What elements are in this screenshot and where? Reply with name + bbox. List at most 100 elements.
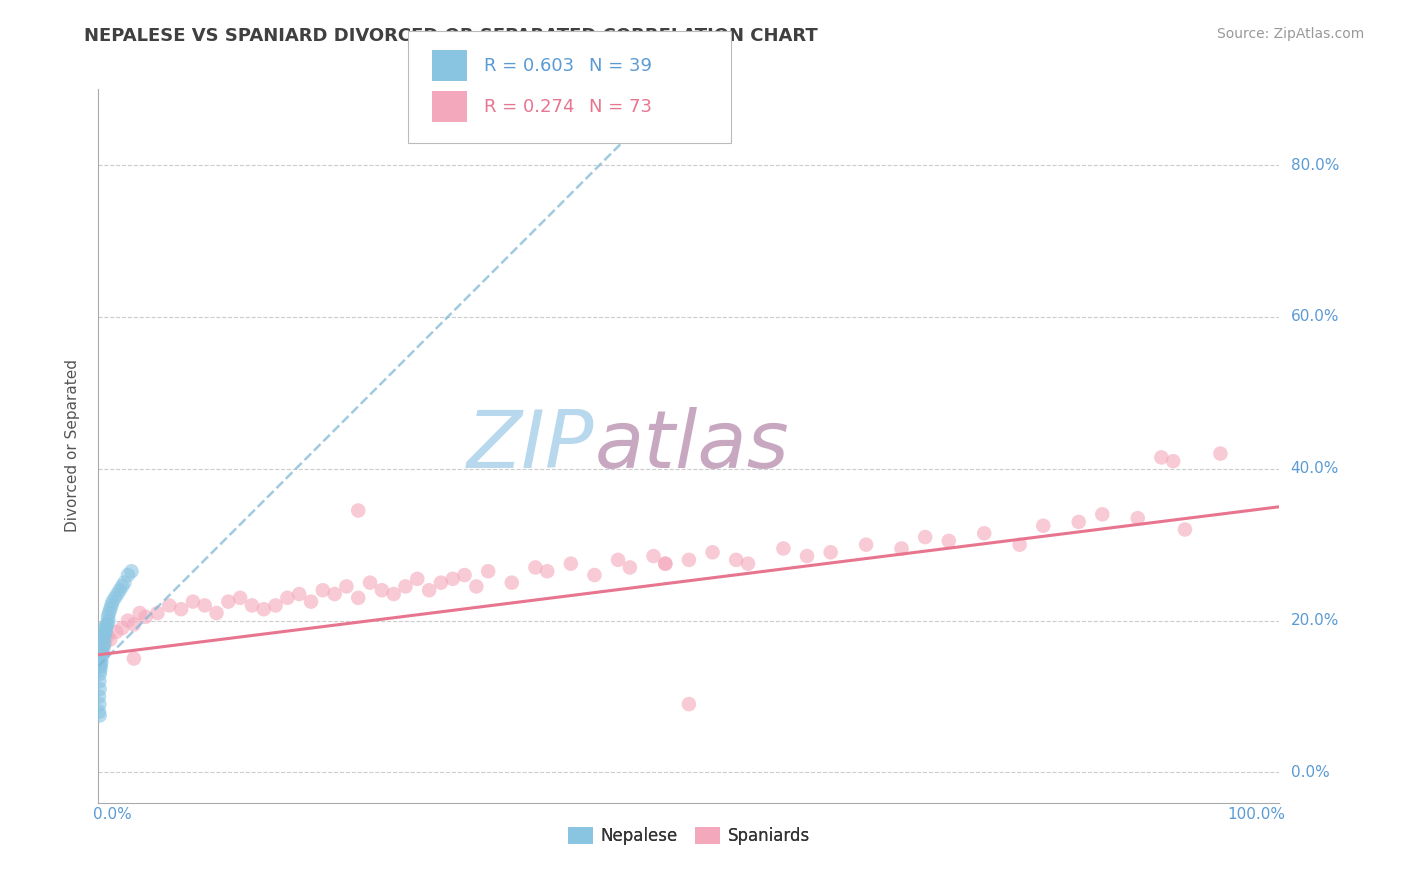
Point bbox=[91, 632, 114, 647]
Point bbox=[772, 541, 794, 556]
Point bbox=[607, 553, 630, 567]
Point bbox=[93, 640, 115, 655]
Point bbox=[105, 587, 128, 601]
Point bbox=[157, 599, 180, 613]
Point bbox=[96, 617, 118, 632]
Point bbox=[453, 568, 475, 582]
Point bbox=[91, 629, 114, 643]
Text: R = 0.603: R = 0.603 bbox=[484, 56, 574, 75]
Point bbox=[93, 636, 115, 650]
Point bbox=[430, 575, 453, 590]
Point bbox=[725, 553, 748, 567]
Point bbox=[406, 572, 429, 586]
Point bbox=[501, 575, 523, 590]
Point bbox=[94, 621, 117, 635]
Point bbox=[394, 579, 416, 593]
Legend: Nepalese, Spaniards: Nepalese, Spaniards bbox=[561, 820, 817, 852]
Point bbox=[170, 602, 193, 616]
Point bbox=[240, 599, 263, 613]
Point bbox=[702, 545, 724, 559]
Point bbox=[117, 568, 139, 582]
Point bbox=[477, 564, 499, 578]
Point bbox=[90, 659, 112, 673]
Point bbox=[643, 549, 665, 563]
Point bbox=[418, 583, 440, 598]
Point bbox=[465, 579, 488, 593]
Point bbox=[1091, 508, 1114, 522]
Point bbox=[97, 614, 120, 628]
Point bbox=[299, 594, 322, 608]
Point bbox=[93, 636, 115, 650]
Text: R = 0.274: R = 0.274 bbox=[484, 97, 574, 116]
Point bbox=[253, 602, 276, 616]
Text: 80.0%: 80.0% bbox=[1291, 158, 1339, 173]
Text: atlas: atlas bbox=[595, 407, 789, 485]
Point bbox=[89, 659, 111, 673]
Point bbox=[89, 697, 111, 711]
Point bbox=[890, 541, 912, 556]
Point bbox=[536, 564, 558, 578]
Text: NEPALESE VS SPANIARD DIVORCED OR SEPARATED CORRELATION CHART: NEPALESE VS SPANIARD DIVORCED OR SEPARAT… bbox=[84, 27, 818, 45]
Point bbox=[560, 557, 582, 571]
Point bbox=[98, 602, 121, 616]
Point bbox=[1209, 447, 1232, 461]
Point bbox=[441, 572, 464, 586]
Point bbox=[96, 617, 118, 632]
Point bbox=[94, 629, 117, 643]
Y-axis label: Divorced or Separated: Divorced or Separated bbox=[65, 359, 80, 533]
Point bbox=[855, 538, 877, 552]
Point bbox=[194, 599, 217, 613]
Text: N = 39: N = 39 bbox=[589, 56, 652, 75]
Point bbox=[264, 599, 287, 613]
Point bbox=[89, 648, 111, 662]
Text: Source: ZipAtlas.com: Source: ZipAtlas.com bbox=[1216, 27, 1364, 41]
Point bbox=[90, 651, 112, 665]
Point bbox=[323, 587, 346, 601]
Point bbox=[121, 564, 143, 578]
Point bbox=[90, 640, 112, 655]
Point bbox=[205, 606, 228, 620]
Text: N = 73: N = 73 bbox=[589, 97, 652, 116]
Point bbox=[737, 557, 759, 571]
Text: 100.0%: 100.0% bbox=[1227, 806, 1285, 822]
Point bbox=[678, 553, 700, 567]
Text: 0.0%: 0.0% bbox=[93, 806, 131, 822]
Point bbox=[100, 599, 122, 613]
Point bbox=[112, 575, 135, 590]
Point bbox=[1067, 515, 1090, 529]
Point bbox=[97, 609, 120, 624]
Point bbox=[89, 663, 111, 677]
Point bbox=[146, 606, 169, 620]
Point bbox=[973, 526, 995, 541]
Point bbox=[382, 587, 405, 601]
Text: 40.0%: 40.0% bbox=[1291, 461, 1339, 476]
Point bbox=[1150, 450, 1173, 465]
Point bbox=[91, 644, 114, 658]
Point bbox=[122, 651, 145, 665]
Point bbox=[288, 587, 311, 601]
Point bbox=[111, 621, 134, 635]
Point bbox=[678, 697, 700, 711]
Point bbox=[91, 648, 114, 662]
Point bbox=[347, 591, 370, 605]
Point bbox=[181, 594, 204, 608]
Point bbox=[654, 557, 676, 571]
Point bbox=[217, 594, 239, 608]
Point bbox=[276, 591, 298, 605]
Point bbox=[359, 575, 381, 590]
Point bbox=[105, 625, 128, 640]
Point bbox=[90, 656, 112, 670]
Point bbox=[104, 591, 127, 605]
Point bbox=[89, 666, 111, 681]
Point bbox=[91, 644, 114, 658]
Point bbox=[619, 560, 641, 574]
Point bbox=[117, 614, 139, 628]
Text: 0.0%: 0.0% bbox=[1291, 765, 1329, 780]
Point bbox=[89, 708, 111, 723]
Point bbox=[128, 606, 150, 620]
Point bbox=[89, 681, 111, 696]
Point bbox=[583, 568, 606, 582]
Point bbox=[98, 632, 121, 647]
Point bbox=[89, 674, 111, 689]
Point bbox=[101, 594, 124, 608]
